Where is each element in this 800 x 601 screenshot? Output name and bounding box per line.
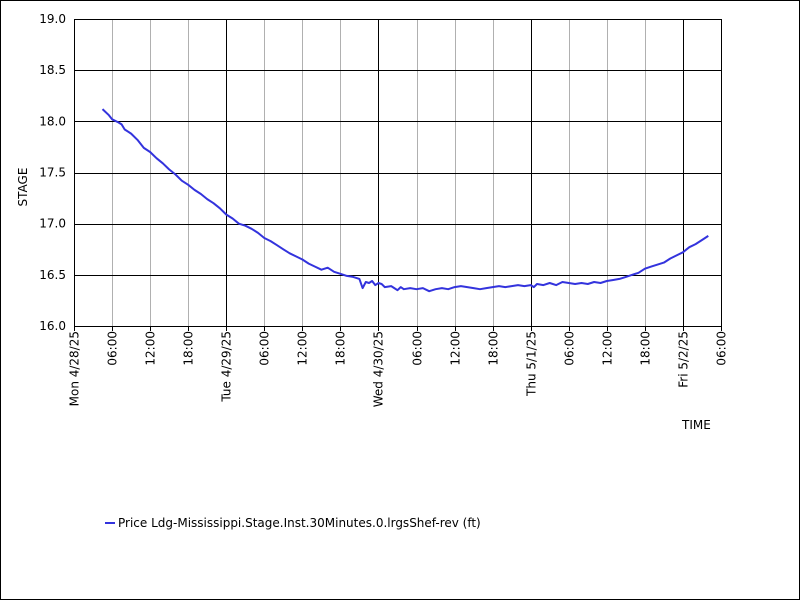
- legend: Price Ldg-Mississippi.Stage.Inst.30Minut…: [105, 515, 481, 531]
- x-axis-label: TIME: [681, 418, 711, 432]
- y-tick-labels: 16.0 16.5 17.0 17.5 18.0 18.5 19.0: [39, 12, 66, 333]
- x-tick-label: 18:00: [487, 331, 501, 366]
- x-tick-label: 12:00: [449, 331, 463, 366]
- y-tick-label: 16.0: [39, 319, 66, 333]
- x-tick-label: 18:00: [639, 331, 653, 366]
- y-axis-label: STAGE: [16, 168, 30, 207]
- legend-swatch: [105, 522, 115, 524]
- x-tick-labels: Mon 4/28/25 06:00 12:00 18:00 Tue 4/29/25 06:…: [68, 326, 729, 407]
- y-tick-label: 18.0: [39, 114, 66, 128]
- y-tick-label: 18.5: [39, 63, 66, 77]
- x-tick-label: Tue 4/29/25: [220, 331, 234, 403]
- plot-border: [74, 19, 722, 327]
- x-tick-label: 06:00: [106, 331, 120, 366]
- x-tick-label: 06:00: [411, 331, 425, 366]
- plot-area: [74, 19, 722, 327]
- x-tick-label: Fri 5/2/25: [677, 331, 691, 388]
- x-tick-label: 12:00: [144, 331, 158, 366]
- x-tick-label: 12:00: [601, 331, 615, 366]
- y-tick-label: 16.5: [39, 268, 66, 282]
- y-tick-label: 17.5: [39, 166, 66, 180]
- grid-lines: [74, 19, 722, 327]
- x-tick-label: 06:00: [258, 331, 272, 366]
- y-tick-label: 17.0: [39, 217, 66, 231]
- legend-label: Price Ldg-Mississippi.Stage.Inst.30Minut…: [118, 516, 481, 530]
- x-tick-label: Thu 5/1/25: [525, 331, 539, 397]
- series-lines: [101, 108, 709, 293]
- x-tick-label: 18:00: [182, 331, 196, 366]
- series-line: [101, 108, 709, 293]
- y-tick-label: 19.0: [39, 12, 66, 26]
- x-tick-label: 06:00: [563, 331, 577, 366]
- x-tick-label: 12:00: [296, 331, 310, 366]
- x-tick-label: Wed 4/30/25: [372, 331, 386, 407]
- x-tick-label: 06:00: [715, 331, 729, 366]
- x-tick-label: 18:00: [334, 331, 348, 366]
- x-tick-label: Mon 4/28/25: [68, 331, 82, 406]
